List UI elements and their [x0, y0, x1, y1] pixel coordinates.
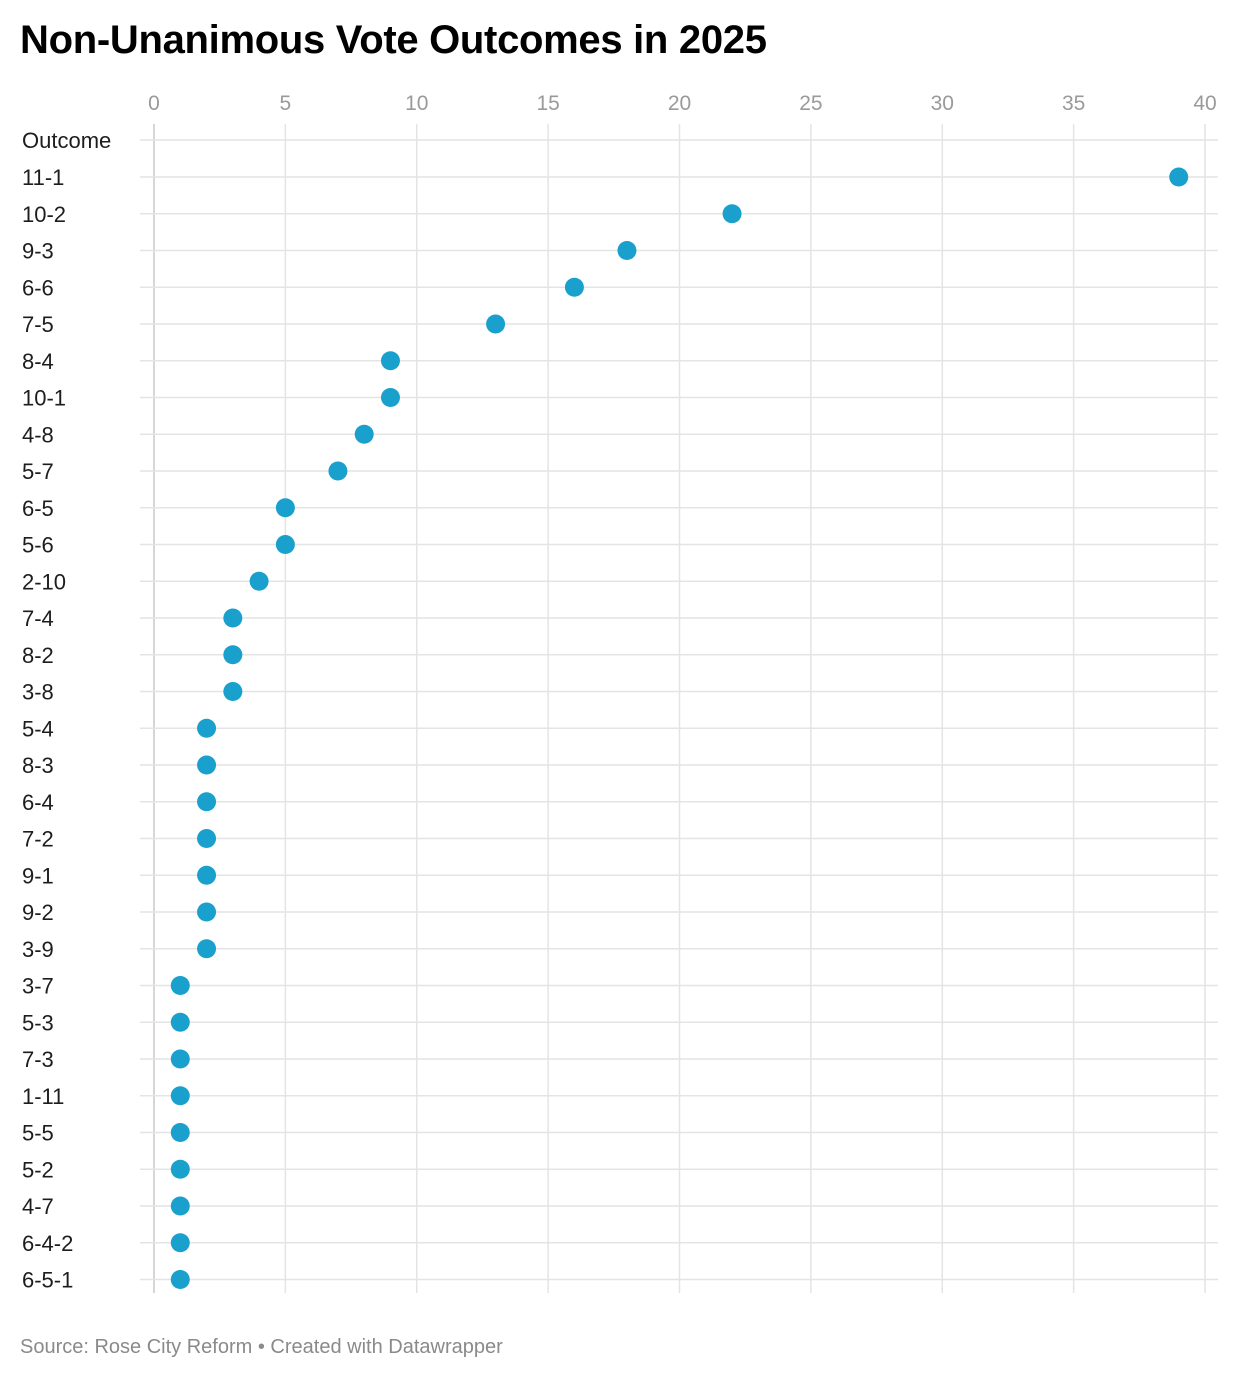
x-tick-label: 25 — [799, 92, 822, 115]
row-label: 6-6 — [22, 275, 54, 300]
data-point-11-1 — [1169, 167, 1189, 187]
data-point-10-2 — [722, 204, 742, 224]
row-label: 6-5 — [22, 496, 54, 521]
row-label: 1-11 — [22, 1084, 64, 1109]
row-label: 7-3 — [22, 1047, 54, 1072]
data-point-6-4 — [197, 792, 217, 812]
x-tick-label: 40 — [1193, 92, 1216, 115]
chart-title: Non-Unanimous Vote Outcomes in 2025 — [20, 18, 767, 62]
dot-plot: 0 5 10 15 20 25 30 35 40 Outcome 11-1 10-2 9-3 6-6 7… — [22, 92, 1218, 1293]
data-point-8-2 — [223, 645, 243, 665]
data-point-10-1 — [380, 388, 400, 407]
row-label: 9-2 — [22, 900, 54, 925]
data-point-5-5 — [170, 1123, 190, 1142]
data-point-8-4 — [380, 351, 400, 371]
x-tick-label: 30 — [931, 92, 954, 115]
row-label: 8-4 — [22, 349, 54, 374]
x-tick-label: 10 — [405, 92, 428, 115]
row-label: 6-4 — [22, 790, 54, 815]
row-label: 6-4-2 — [22, 1231, 73, 1256]
credit-note: Created with Datawrapper — [270, 1336, 503, 1358]
data-point-9-3 — [617, 241, 637, 260]
data-point-7-5 — [486, 314, 506, 334]
data-point-5-7 — [328, 461, 348, 481]
row-label: 9-3 — [22, 239, 54, 264]
row-label: 11-1 — [22, 165, 64, 190]
data-point-5-6 — [275, 535, 295, 554]
data-point-3-7 — [170, 976, 190, 995]
row-label: 5-5 — [22, 1121, 54, 1146]
x-axis-ticks: 0 5 10 15 20 25 30 35 40 — [148, 92, 1217, 115]
row-labels: Outcome 11-1 10-2 9-3 6-6 7-5 8-4 10-1 4-8 5-7 6-… — [22, 128, 111, 1293]
row-label: 5-4 — [22, 716, 54, 741]
data-point-5-3 — [170, 1012, 190, 1032]
data-point-8-3 — [197, 755, 217, 775]
data-point-7-2 — [197, 829, 217, 848]
row-label: 3-7 — [22, 974, 54, 999]
row-label: 10-2 — [22, 202, 66, 227]
gridlines — [140, 124, 1218, 1293]
data-point-9-2 — [197, 902, 217, 922]
row-label: 3-9 — [22, 937, 54, 962]
row-label: 5-2 — [22, 1157, 54, 1182]
data-point-3-8 — [223, 682, 243, 701]
data-point-6-5 — [275, 498, 295, 518]
row-label: 7-2 — [22, 827, 54, 852]
row-label: 3-8 — [22, 680, 54, 705]
row-label: 5-3 — [22, 1010, 54, 1035]
row-label: 10-1 — [22, 386, 66, 411]
row-label: 8-2 — [22, 643, 54, 668]
chart-footer: Source: Rose City Reform • Created with … — [20, 1336, 503, 1359]
row-label: 4-8 — [22, 422, 54, 447]
row-label: 7-4 — [22, 606, 54, 631]
row-label: 2-10 — [22, 569, 66, 594]
data-point-4-8 — [354, 424, 374, 444]
x-tick-label: 20 — [668, 92, 691, 115]
data-point-4-7 — [170, 1196, 190, 1216]
data-point-1-11 — [170, 1086, 190, 1106]
x-tick-label: 0 — [148, 92, 160, 115]
data-point-2-10 — [249, 571, 269, 591]
data-point-6-5-1 — [170, 1270, 190, 1289]
row-label: 6-5-1 — [22, 1268, 73, 1293]
row-label: 9-1 — [22, 863, 54, 888]
row-label: 5-6 — [22, 533, 54, 558]
x-tick-label: 5 — [280, 92, 292, 115]
row-label: 7-5 — [22, 312, 54, 337]
data-point-7-4 — [223, 608, 243, 628]
data-point-5-2 — [170, 1159, 190, 1179]
source-note: Source: Rose City Reform — [20, 1336, 253, 1358]
row-label: 4-7 — [22, 1194, 54, 1219]
row-label: 5-7 — [22, 459, 54, 484]
y-axis-header: Outcome — [22, 128, 111, 153]
x-tick-label: 35 — [1062, 92, 1085, 115]
data-point-7-3 — [170, 1049, 190, 1069]
data-points — [170, 167, 1189, 1289]
footer-separator: • — [252, 1336, 271, 1358]
data-point-3-9 — [197, 939, 217, 959]
row-label: 8-3 — [22, 753, 54, 778]
data-point-6-4-2 — [170, 1233, 190, 1253]
x-tick-label: 15 — [536, 92, 559, 115]
data-point-6-6 — [564, 277, 584, 297]
data-point-5-4 — [197, 718, 217, 738]
data-point-9-1 — [197, 865, 217, 885]
